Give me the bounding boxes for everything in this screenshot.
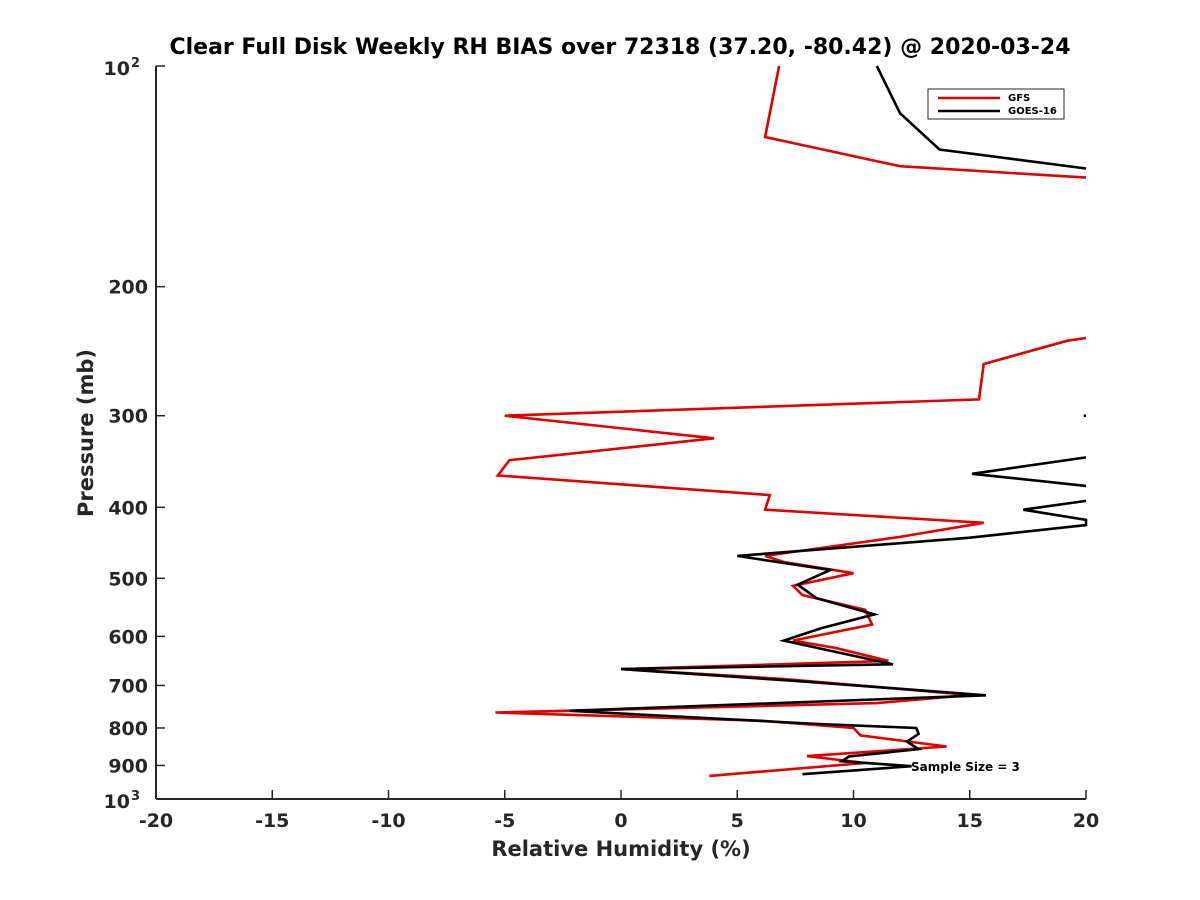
- y-tick-label: 400: [108, 497, 148, 519]
- y-tick-label: 10: [104, 58, 130, 80]
- legend: GFS GOES-16: [927, 88, 1065, 120]
- x-tick-label: 0: [614, 810, 627, 832]
- y-tick-exponent: 3: [131, 789, 140, 804]
- legend-box: [927, 88, 1065, 120]
- x-axis-label: Relative Humidity (%): [491, 837, 750, 861]
- x-ticks: -20 -15 -10 -5 0 5 10 15 20: [139, 790, 1099, 832]
- series-line-goes-16-segment-2: [971, 456, 1087, 488]
- y-tick-label: 800: [108, 718, 148, 740]
- x-tick-label: 5: [731, 810, 744, 832]
- legend-label-goes16: GOES-16: [1008, 106, 1057, 117]
- y-tick-label: 700: [108, 675, 148, 697]
- series-line-gfs-segment-0: [763, 65, 1087, 179]
- y-tick-label: 10: [104, 791, 130, 813]
- chart-title: Clear Full Disk Weekly RH BIAS over 7231…: [169, 35, 1070, 60]
- series-group: [495, 65, 1088, 778]
- y-tick-label: 500: [108, 568, 148, 590]
- sample-size-annotation: Sample Size = 3: [911, 760, 1020, 774]
- y-tick-exponent: 2: [131, 56, 140, 71]
- x-tick-label: -15: [255, 810, 289, 832]
- x-tick-label: -20: [139, 810, 173, 832]
- y-tick-label: 900: [108, 755, 148, 777]
- x-tick-label: -10: [371, 810, 405, 832]
- x-tick-label: 20: [1073, 810, 1099, 832]
- y-tick-label: 200: [108, 277, 148, 299]
- legend-label-gfs: GFS: [1008, 93, 1030, 104]
- x-tick-label: -5: [494, 810, 515, 832]
- axes: [155, 66, 1086, 800]
- x-tick-label: 10: [840, 810, 866, 832]
- series-line-goes-16-segment-3: [569, 499, 1088, 776]
- x-tick-label: 15: [957, 810, 983, 832]
- y-axis-label: Pressure (mb): [74, 349, 98, 517]
- y-tick-label: 600: [108, 626, 148, 648]
- y-tick-label: 300: [108, 406, 148, 428]
- series-line-goes-16-segment-0: [875, 65, 1087, 170]
